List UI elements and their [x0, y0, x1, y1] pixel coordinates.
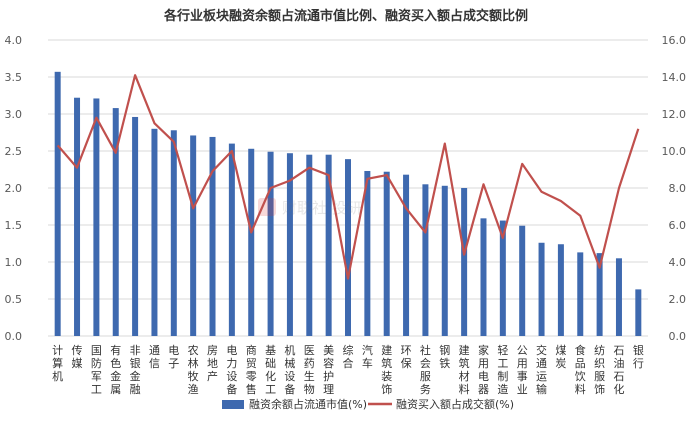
- x-tick-label: 基础化工: [265, 344, 276, 396]
- right-tick-label: 4.0: [669, 256, 687, 269]
- x-tick-label: 传媒: [72, 344, 83, 370]
- left-tick-label: 1.5: [5, 219, 23, 232]
- bar-series: [54, 71, 642, 337]
- bar: [461, 188, 468, 336]
- left-tick-label: 2.5: [5, 145, 23, 158]
- x-tick-label: 石油石化: [613, 344, 624, 396]
- right-tick-label: 16.0: [662, 34, 687, 47]
- watermark: 财联社 投研: [258, 198, 362, 217]
- bar: [190, 135, 197, 336]
- bar: [499, 220, 506, 336]
- x-tick-label: 电子: [168, 344, 179, 370]
- left-y-axis: 0.0 0.5 1.0 1.5 2.0 2.5 3.0 3.5 4.0: [5, 34, 23, 343]
- bar: [383, 171, 390, 336]
- bar: [480, 218, 487, 336]
- x-tick-label: 国防军工: [91, 344, 102, 396]
- left-tick-label: 3.0: [5, 108, 23, 121]
- x-tick-label: 房地产: [207, 344, 218, 383]
- x-tick-label: 食品饮料: [575, 343, 586, 396]
- bar: [403, 174, 410, 336]
- x-tick-label: 医药生物: [304, 344, 315, 396]
- x-tick-label: 计算机: [52, 344, 63, 383]
- x-tick-label: 电力设备: [226, 344, 237, 396]
- x-axis-labels: 计算机传媒国防军工有色金属非银金融通信电子农林牧渔房地产电力设备商贸零售基础化工…: [52, 343, 644, 396]
- bar: [306, 154, 313, 336]
- x-tick-label: 轻工制造: [497, 343, 508, 396]
- bar: [596, 253, 603, 336]
- left-tick-label: 2.0: [5, 182, 23, 195]
- bar: [345, 159, 351, 336]
- left-tick-label: 3.5: [5, 71, 23, 84]
- x-tick-label: 综合: [343, 343, 354, 370]
- bar: [557, 244, 564, 336]
- chart-title: 各行业板块融资余额占流通市值比例、融资买入额占成交额比例: [163, 8, 528, 24]
- bar: [228, 143, 235, 336]
- right-tick-label: 6.0: [669, 219, 687, 232]
- line-series-path: [56, 74, 640, 280]
- x-tick-label: 环保: [401, 344, 412, 370]
- x-tick-label: 建筑材料: [459, 343, 470, 396]
- bar: [267, 151, 274, 336]
- bar: [248, 148, 255, 336]
- x-tick-label: 汽车: [362, 343, 373, 370]
- x-tick-label: 银行: [633, 343, 644, 370]
- right-tick-label: 8.0: [669, 182, 687, 195]
- left-tick-label: 4.0: [5, 34, 23, 47]
- x-tick-label: 家用电器: [478, 343, 489, 396]
- bar: [519, 225, 526, 336]
- bar: [93, 98, 100, 337]
- x-tick-label: 农林牧渔: [188, 343, 199, 396]
- bar: [538, 242, 545, 336]
- x-tick-label: 机械设备: [284, 343, 295, 396]
- bar: [209, 136, 216, 336]
- bar: [364, 170, 371, 336]
- x-tick-label: 美容护理: [323, 344, 334, 396]
- bar: [170, 130, 177, 336]
- legend-bar-swatch: [222, 400, 244, 409]
- x-tick-label: 通信: [149, 344, 160, 370]
- x-tick-label: 纺织服饰: [594, 343, 605, 396]
- bar: [286, 153, 293, 336]
- watermark-text: 财联社 投研: [282, 199, 362, 217]
- x-tick-label: 社会服务: [420, 343, 431, 396]
- right-y-axis: 0.0 2.0 4.0 6.0 8.0 10.0 12.0 14.0 16.0: [662, 34, 687, 343]
- x-tick-label: 公用事业: [517, 344, 528, 396]
- bar: [132, 116, 139, 337]
- legend: 融资余额占流通市值(%) 融资买入额占成交额(%): [222, 397, 514, 411]
- bar: [325, 154, 332, 336]
- x-tick-label: 煤炭: [555, 344, 566, 370]
- right-tick-label: 14.0: [662, 71, 687, 84]
- right-tick-label: 10.0: [662, 145, 687, 158]
- legend-bar-label: 融资余额占流通市值(%): [249, 397, 367, 411]
- legend-line-label: 融资买入额占成交额(%): [396, 397, 514, 411]
- watermark-logo: [258, 198, 276, 216]
- bar: [615, 258, 622, 336]
- bar: [635, 289, 642, 336]
- right-tick-label: 12.0: [662, 108, 687, 121]
- x-tick-label: 交通运输: [536, 343, 547, 396]
- bar: [54, 71, 61, 336]
- right-tick-label: 2.0: [669, 293, 687, 306]
- left-tick-label: 0.5: [5, 293, 23, 306]
- bar: [151, 128, 158, 336]
- bar: [441, 185, 448, 336]
- right-tick-label: 0.0: [669, 330, 687, 343]
- bar: [577, 252, 584, 336]
- x-tick-label: 非银金融: [130, 344, 141, 396]
- x-tick-label: 商贸零售: [246, 343, 257, 396]
- left-tick-label: 0.0: [5, 330, 23, 343]
- bar: [422, 184, 429, 336]
- x-tick-label: 建筑装饰: [381, 343, 392, 396]
- bar: [112, 108, 119, 336]
- x-tick-label: 钢铁: [439, 344, 450, 370]
- x-tick-label: 有色金属: [110, 343, 121, 396]
- line-series: [56, 74, 640, 280]
- bar: [74, 97, 81, 336]
- left-tick-label: 1.0: [5, 256, 23, 269]
